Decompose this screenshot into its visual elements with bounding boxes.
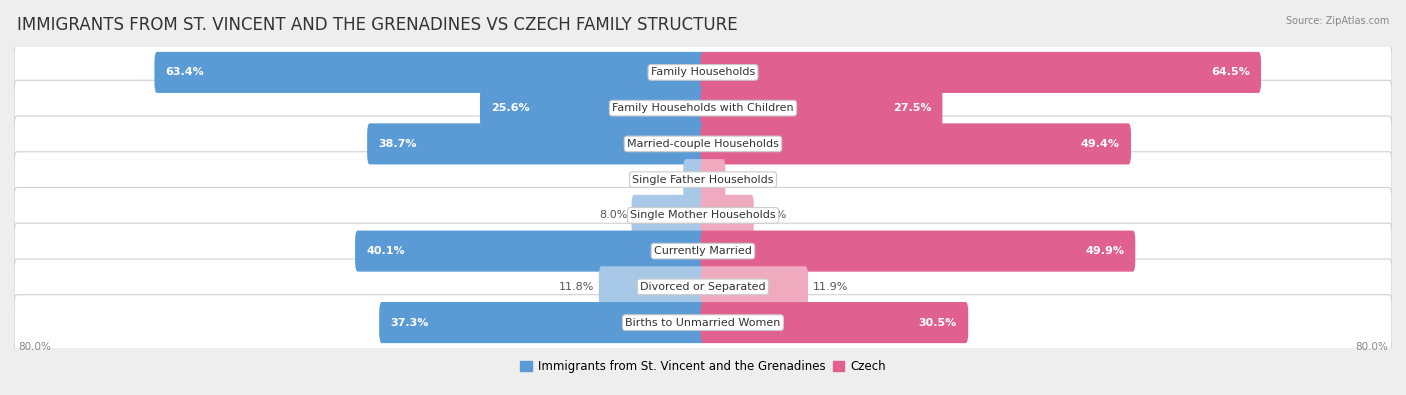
FancyBboxPatch shape <box>700 52 1261 93</box>
FancyBboxPatch shape <box>14 223 1392 279</box>
FancyBboxPatch shape <box>14 45 1392 100</box>
FancyBboxPatch shape <box>14 188 1392 243</box>
FancyBboxPatch shape <box>700 266 808 307</box>
FancyBboxPatch shape <box>700 88 942 129</box>
Legend: Immigrants from St. Vincent and the Grenadines, Czech: Immigrants from St. Vincent and the Gren… <box>516 355 890 378</box>
Text: 80.0%: 80.0% <box>1355 342 1388 352</box>
Text: 49.9%: 49.9% <box>1085 246 1125 256</box>
Text: Births to Unmarried Women: Births to Unmarried Women <box>626 318 780 327</box>
FancyBboxPatch shape <box>700 231 1135 272</box>
FancyBboxPatch shape <box>380 302 706 343</box>
FancyBboxPatch shape <box>14 80 1392 136</box>
Text: Currently Married: Currently Married <box>654 246 752 256</box>
Text: 37.3%: 37.3% <box>391 318 429 327</box>
FancyBboxPatch shape <box>700 302 969 343</box>
Text: 38.7%: 38.7% <box>378 139 416 149</box>
Text: 80.0%: 80.0% <box>18 342 51 352</box>
FancyBboxPatch shape <box>14 152 1392 207</box>
Text: IMMIGRANTS FROM ST. VINCENT AND THE GRENADINES VS CZECH FAMILY STRUCTURE: IMMIGRANTS FROM ST. VINCENT AND THE GREN… <box>17 16 738 34</box>
FancyBboxPatch shape <box>683 159 706 200</box>
Text: 2.0%: 2.0% <box>651 175 679 184</box>
Text: 40.1%: 40.1% <box>367 246 405 256</box>
Text: Source: ZipAtlas.com: Source: ZipAtlas.com <box>1285 16 1389 26</box>
Text: 27.5%: 27.5% <box>893 103 931 113</box>
FancyBboxPatch shape <box>700 159 725 200</box>
Text: Single Father Households: Single Father Households <box>633 175 773 184</box>
Text: 11.9%: 11.9% <box>813 282 848 292</box>
FancyBboxPatch shape <box>356 231 706 272</box>
Text: 11.8%: 11.8% <box>560 282 595 292</box>
Text: Single Mother Households: Single Mother Households <box>630 211 776 220</box>
Text: Family Households: Family Households <box>651 68 755 77</box>
Text: 30.5%: 30.5% <box>918 318 957 327</box>
Text: 63.4%: 63.4% <box>166 68 204 77</box>
FancyBboxPatch shape <box>367 123 706 164</box>
Text: Family Households with Children: Family Households with Children <box>612 103 794 113</box>
FancyBboxPatch shape <box>479 88 706 129</box>
Text: Divorced or Separated: Divorced or Separated <box>640 282 766 292</box>
Text: 25.6%: 25.6% <box>491 103 530 113</box>
Text: 2.3%: 2.3% <box>730 175 758 184</box>
FancyBboxPatch shape <box>599 266 706 307</box>
Text: 8.0%: 8.0% <box>599 211 627 220</box>
FancyBboxPatch shape <box>631 195 706 236</box>
FancyBboxPatch shape <box>14 116 1392 172</box>
FancyBboxPatch shape <box>155 52 706 93</box>
Text: 64.5%: 64.5% <box>1211 68 1250 77</box>
FancyBboxPatch shape <box>700 123 1130 164</box>
FancyBboxPatch shape <box>14 259 1392 315</box>
Text: 5.6%: 5.6% <box>758 211 786 220</box>
Text: 49.4%: 49.4% <box>1081 139 1119 149</box>
FancyBboxPatch shape <box>700 195 754 236</box>
FancyBboxPatch shape <box>14 295 1392 350</box>
Text: Married-couple Households: Married-couple Households <box>627 139 779 149</box>
